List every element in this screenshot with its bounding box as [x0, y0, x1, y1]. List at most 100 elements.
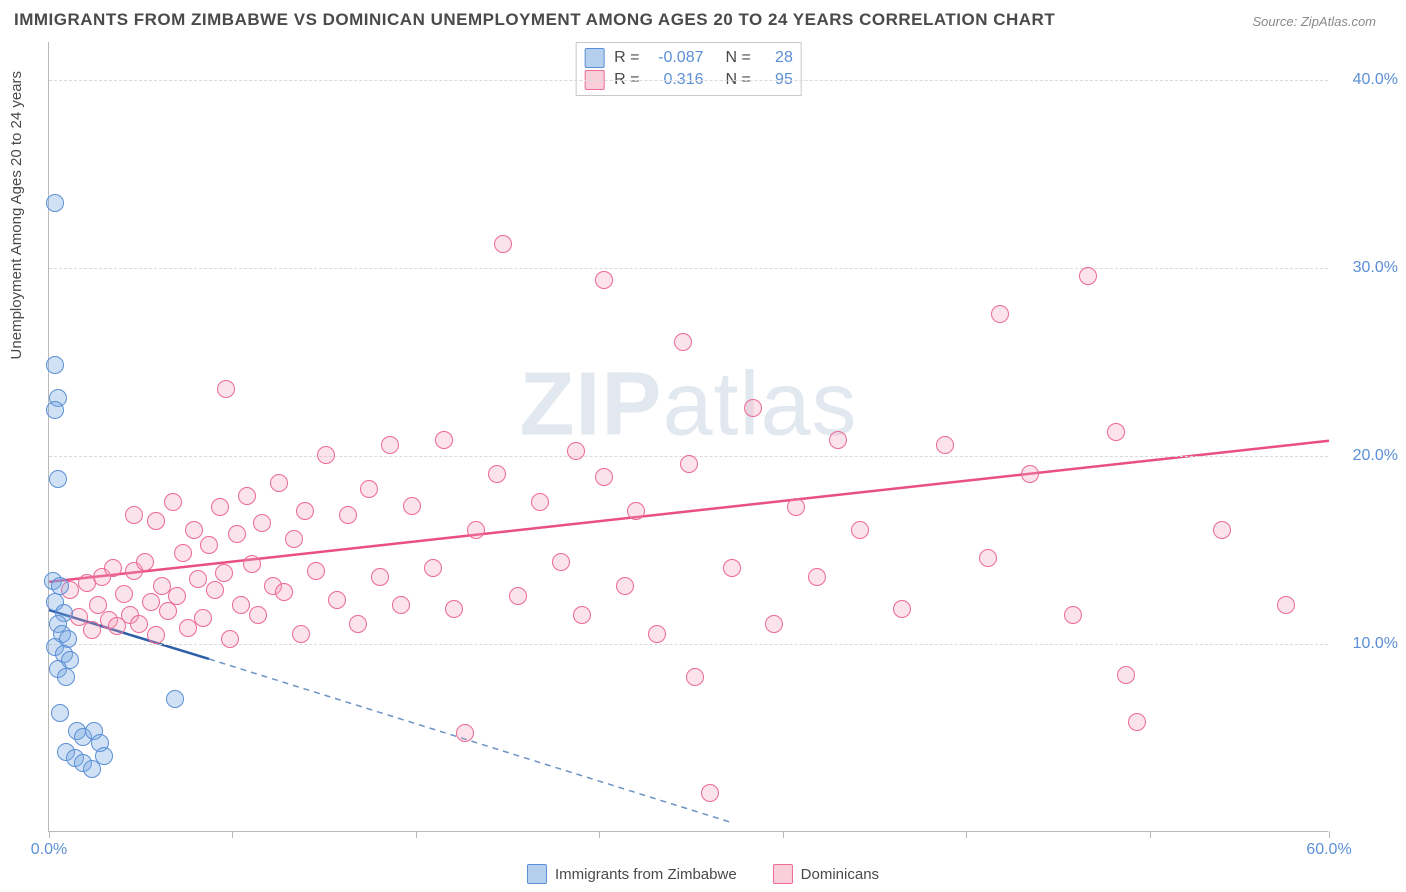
- pink-marker: [130, 615, 148, 633]
- blue-marker: [46, 401, 64, 419]
- pink-marker: [979, 549, 997, 567]
- gridline: [49, 80, 1328, 81]
- x-tick-label: 60.0%: [1306, 841, 1351, 859]
- pink-marker: [991, 305, 1009, 323]
- swatch-pink-icon: [773, 864, 793, 884]
- pink-marker: [1213, 521, 1231, 539]
- pink-marker: [349, 615, 367, 633]
- pink-marker: [936, 436, 954, 454]
- pink-marker: [531, 493, 549, 511]
- pink-marker: [648, 625, 666, 643]
- pink-marker: [238, 487, 256, 505]
- pink-marker: [292, 625, 310, 643]
- blue-marker: [57, 668, 75, 686]
- pink-marker: [215, 564, 233, 582]
- pink-marker: [445, 600, 463, 618]
- pink-marker: [115, 585, 133, 603]
- pink-marker: [339, 506, 357, 524]
- pink-marker: [851, 521, 869, 539]
- pink-marker: [403, 497, 421, 515]
- x-tick: [599, 831, 600, 838]
- pink-marker: [189, 570, 207, 588]
- x-tick: [232, 831, 233, 838]
- blue-marker: [46, 356, 64, 374]
- pink-marker: [142, 593, 160, 611]
- pink-marker: [185, 521, 203, 539]
- pink-marker: [829, 431, 847, 449]
- pink-marker: [253, 514, 271, 532]
- pink-marker: [723, 559, 741, 577]
- pink-marker: [744, 399, 762, 417]
- pink-marker: [627, 502, 645, 520]
- pink-marker: [285, 530, 303, 548]
- pink-marker: [1128, 713, 1146, 731]
- pink-marker: [680, 455, 698, 473]
- pink-marker: [296, 502, 314, 520]
- legend-item: Immigrants from Zimbabwe: [527, 864, 737, 884]
- pink-marker: [567, 442, 585, 460]
- legend-label: Dominicans: [801, 866, 879, 883]
- pink-marker: [136, 553, 154, 571]
- pink-marker: [174, 544, 192, 562]
- pink-marker: [147, 512, 165, 530]
- swatch-blue-icon: [584, 48, 604, 68]
- pink-marker: [467, 521, 485, 539]
- pink-marker: [275, 583, 293, 601]
- legend-row: R = -0.087 N = 28: [584, 47, 793, 69]
- pink-marker: [456, 724, 474, 742]
- gridline: [49, 268, 1328, 269]
- legend-correlation: R = -0.087 N = 28 R = 0.316 N = 95: [575, 42, 802, 96]
- pink-marker: [595, 271, 613, 289]
- source-attribution: Source: ZipAtlas.com: [1252, 14, 1376, 29]
- pink-marker: [893, 600, 911, 618]
- swatch-blue-icon: [527, 864, 547, 884]
- x-tick: [783, 831, 784, 838]
- pink-marker: [164, 493, 182, 511]
- r-label: R =: [614, 49, 639, 67]
- x-tick: [1329, 831, 1330, 838]
- pink-marker: [228, 525, 246, 543]
- pink-marker: [317, 446, 335, 464]
- pink-marker: [1277, 596, 1295, 614]
- blue-marker: [51, 704, 69, 722]
- pink-marker: [435, 431, 453, 449]
- pink-marker: [249, 606, 267, 624]
- pink-marker: [392, 596, 410, 614]
- pink-marker: [1117, 666, 1135, 684]
- pink-marker: [552, 553, 570, 571]
- pink-marker: [381, 436, 399, 454]
- pink-marker: [1107, 423, 1125, 441]
- pink-marker: [217, 380, 235, 398]
- chart-title: IMMIGRANTS FROM ZIMBABWE VS DOMINICAN UN…: [14, 10, 1055, 30]
- pink-marker: [787, 498, 805, 516]
- pink-marker: [488, 465, 506, 483]
- blue-marker: [95, 747, 113, 765]
- blue-marker: [166, 690, 184, 708]
- pink-marker: [595, 468, 613, 486]
- r-value: -0.087: [650, 49, 704, 67]
- pink-marker: [232, 596, 250, 614]
- pink-marker: [424, 559, 442, 577]
- pink-marker: [200, 536, 218, 554]
- pink-marker: [1021, 465, 1039, 483]
- legend-label: Immigrants from Zimbabwe: [555, 866, 737, 883]
- pink-marker: [211, 498, 229, 516]
- n-label: N =: [726, 49, 751, 67]
- y-axis-label: Unemployment Among Ages 20 to 24 years: [8, 71, 25, 360]
- pink-marker: [206, 581, 224, 599]
- x-tick: [416, 831, 417, 838]
- pink-marker: [221, 630, 239, 648]
- pink-marker: [494, 235, 512, 253]
- y-tick-label: 30.0%: [1338, 259, 1398, 277]
- pink-marker: [701, 784, 719, 802]
- pink-marker: [168, 587, 186, 605]
- pink-marker: [147, 626, 165, 644]
- y-tick-label: 10.0%: [1338, 635, 1398, 653]
- legend-item: Dominicans: [773, 864, 879, 884]
- pink-marker: [243, 555, 261, 573]
- y-tick-label: 40.0%: [1338, 71, 1398, 89]
- blue-marker: [46, 194, 64, 212]
- pink-marker: [1079, 267, 1097, 285]
- pink-marker: [307, 562, 325, 580]
- pink-marker: [104, 559, 122, 577]
